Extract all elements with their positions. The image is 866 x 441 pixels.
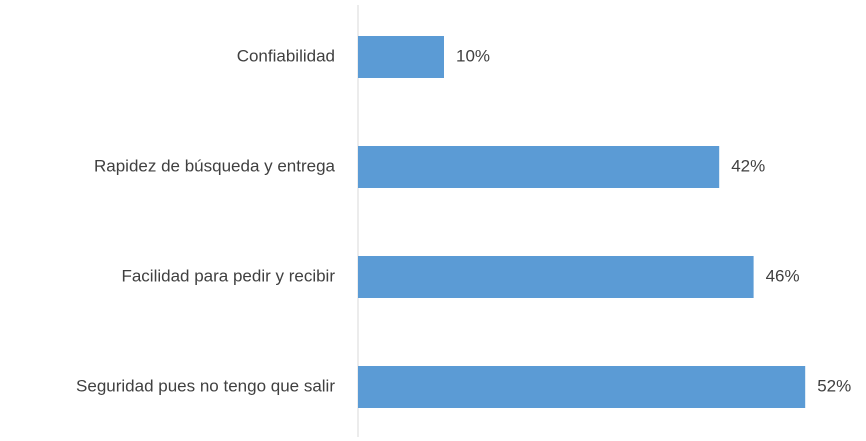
data-label: 52% bbox=[817, 376, 851, 395]
bar bbox=[358, 146, 720, 188]
category-label: Facilidad para pedir y recibir bbox=[121, 266, 335, 285]
category-label: Rapidez de búsqueda y entrega bbox=[94, 156, 336, 175]
bar bbox=[358, 366, 806, 408]
category-label: Seguridad pues no tengo que salir bbox=[76, 376, 335, 395]
category-label: Confiabilidad bbox=[237, 46, 335, 65]
data-label: 46% bbox=[766, 266, 800, 285]
data-label: 42% bbox=[731, 156, 765, 175]
bar bbox=[358, 256, 754, 298]
bar bbox=[358, 36, 444, 78]
data-label: 10% bbox=[456, 46, 490, 65]
